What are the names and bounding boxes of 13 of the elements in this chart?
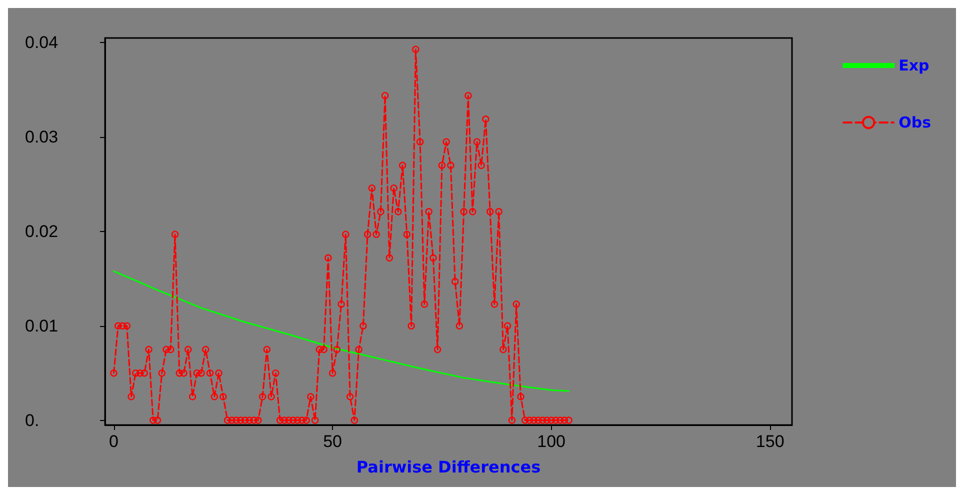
x-axis-title: Pairwise Differences bbox=[356, 458, 541, 476]
y-tick-label: 0. bbox=[25, 410, 40, 430]
legend-label: Exp bbox=[898, 56, 930, 74]
y-tick-label: 0.03 bbox=[25, 128, 58, 147]
y-tick-label: 0.04 bbox=[25, 33, 58, 52]
line-series bbox=[113, 270, 570, 392]
y-tick-label: 0.01 bbox=[25, 316, 58, 336]
x-tick-label: 150 bbox=[756, 432, 784, 451]
x-tick-label: 0 bbox=[109, 432, 118, 451]
y-tick-label: 0.02 bbox=[25, 222, 58, 241]
x-tick-label: 100 bbox=[537, 432, 566, 451]
x-tick-label: 50 bbox=[323, 432, 342, 451]
legend-label: Obs bbox=[898, 114, 932, 132]
